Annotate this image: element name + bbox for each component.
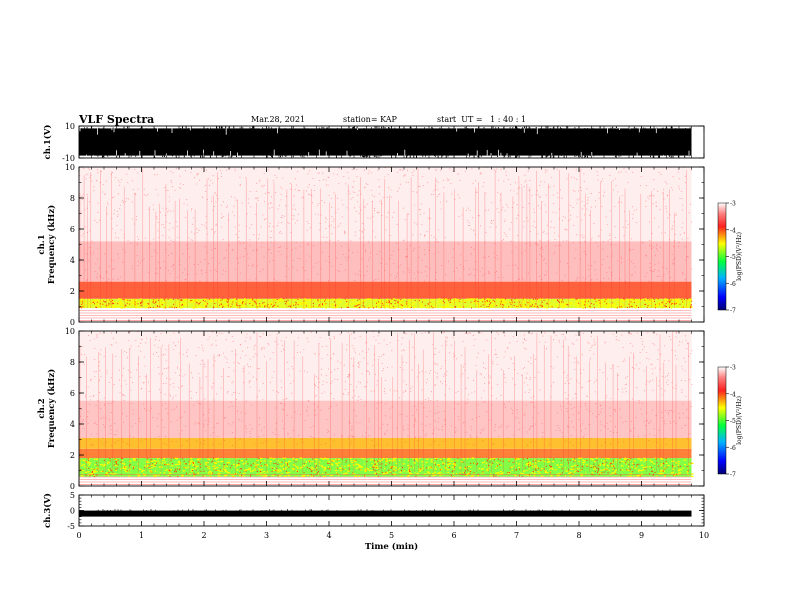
ch1-spectrogram-band [79, 167, 692, 242]
ch1-spectrogram-ytick-label: 4 [70, 256, 75, 265]
ch1-spectrogram-ytick-label: 6 [70, 225, 75, 234]
ch1-spectrogram-low-lines [79, 310, 692, 321]
ch2-spectrogram-low-lines [79, 474, 692, 485]
ch3-waveform-ytick-label: -5 [67, 522, 75, 531]
ch2-spectrogram-ytick-label: 6 [70, 389, 75, 398]
ch3-waveform-ylabel: ch.3(V) [42, 493, 53, 528]
ch2-spectrogram-ytick-label: 8 [70, 358, 75, 367]
x-axis-label: Time (min) [365, 541, 418, 552]
ch1-spectrogram-band [79, 281, 692, 299]
ch3-waveform-ytick-label: 0 [70, 507, 75, 516]
ch2-spectrogram-red-speckle [80, 457, 692, 478]
ch3-waveform-trace [79, 510, 692, 517]
x-tick-label: 2 [201, 531, 206, 540]
ch1-spectrogram-colorbar-tick-label: -7 [730, 308, 736, 315]
ch1-waveform-gaps [79, 128, 690, 156]
x-tick-label: 3 [264, 531, 269, 540]
ch2-spectrogram-colorbar [717, 366, 727, 475]
station-label: station= KAP [343, 115, 397, 124]
start-ut-label: start UT = 1 : 40 : 1 [437, 115, 527, 124]
ch2-spectrogram-bands [79, 331, 692, 477]
ch3-waveform-jitter [96, 509, 671, 511]
ch2-spectrogram-band [79, 437, 692, 449]
ch2-spectrogram-colorbar-tick-label: -3 [730, 365, 736, 372]
chart-title: VLF Spectra [79, 113, 155, 126]
x-tick-label: 5 [389, 531, 394, 540]
ch2-spectrogram-ytick-label: 0 [70, 482, 75, 491]
ch2-spectrogram-colorbar-tick-label: -6 [730, 445, 736, 452]
ch2-spectrogram-colorbar-tick-label: -4 [730, 391, 736, 398]
x-tick-label: 10 [699, 531, 709, 540]
ch1-spectrogram-colorbar-tick-label: -5 [730, 254, 736, 261]
ch1-spectrogram-red-speckle [79, 298, 693, 309]
ch2-spectrogram-yellow-speckle [79, 457, 694, 478]
ch2-spectrogram-band [79, 448, 692, 459]
x-tick-label: 0 [76, 531, 81, 540]
ch1-waveform-ytick-label: -10 [62, 154, 75, 163]
ch1-spectrogram-colorbar-tick-label: -3 [730, 201, 736, 208]
ch1-spectrogram-bands [79, 167, 692, 309]
ch2-spectrogram-colorbar-tick-label: -7 [730, 472, 736, 479]
ch2-spectrogram-ytick-label: 10 [65, 327, 75, 336]
date-label: Mar.28, 2021 [251, 115, 306, 124]
ch2-spectrogram-band [79, 331, 692, 401]
ch2-spectrogram-band [79, 400, 692, 438]
x-tick-label: 9 [639, 531, 644, 540]
ch1-spectrogram-sferic-streaks [79, 167, 687, 309]
ch1-spectrogram-ylabel: ch.1Frequency (kHz) [37, 205, 57, 284]
x-tick-label: 1 [139, 531, 144, 540]
ch2-spectrogram-noise [80, 330, 693, 447]
ch1-spectrogram-ytick-label: 2 [70, 287, 75, 296]
x-tick-label: 7 [514, 531, 519, 540]
ch1-waveform-body [79, 128, 692, 156]
ch2-spectrogram-ylabel: ch.2Frequency (kHz) [37, 369, 57, 448]
ch1-spectrogram-colorbar [717, 202, 727, 311]
ch1-waveform-ytick-label: 10 [65, 122, 75, 131]
ch2-spectrogram-ytick-label: 2 [70, 451, 75, 460]
x-tick-label: 4 [326, 531, 331, 540]
ch2-spectrogram-colorbar-label: log(PSD)(V²/Hz) [736, 396, 743, 445]
ch1-spectrogram-ytick-label: 8 [70, 194, 75, 203]
x-tick-label: 6 [451, 531, 456, 540]
ch2-spectrogram-colorbar-tick-label: -5 [730, 418, 736, 425]
ch1-spectrogram-colorbar-tick-label: -4 [730, 227, 736, 234]
x-tick-label: 8 [576, 531, 581, 540]
ch1-waveform-ylabel: ch.1(V) [42, 125, 53, 160]
ch1-spectrogram-colorbar-tick-label: -6 [730, 281, 736, 288]
ch1-spectrogram-band [79, 241, 692, 282]
ch3-waveform-ytick-label: 5 [70, 491, 75, 500]
ch2-spectrogram-ytick-label: 4 [70, 420, 75, 429]
ch1-spectrogram-ytick-label: 10 [65, 163, 75, 172]
ch1-spectrogram-ytick-label: 0 [70, 318, 75, 327]
ch1-spectrogram-colorbar-label: log(PSD)(V²/Hz) [736, 232, 743, 281]
